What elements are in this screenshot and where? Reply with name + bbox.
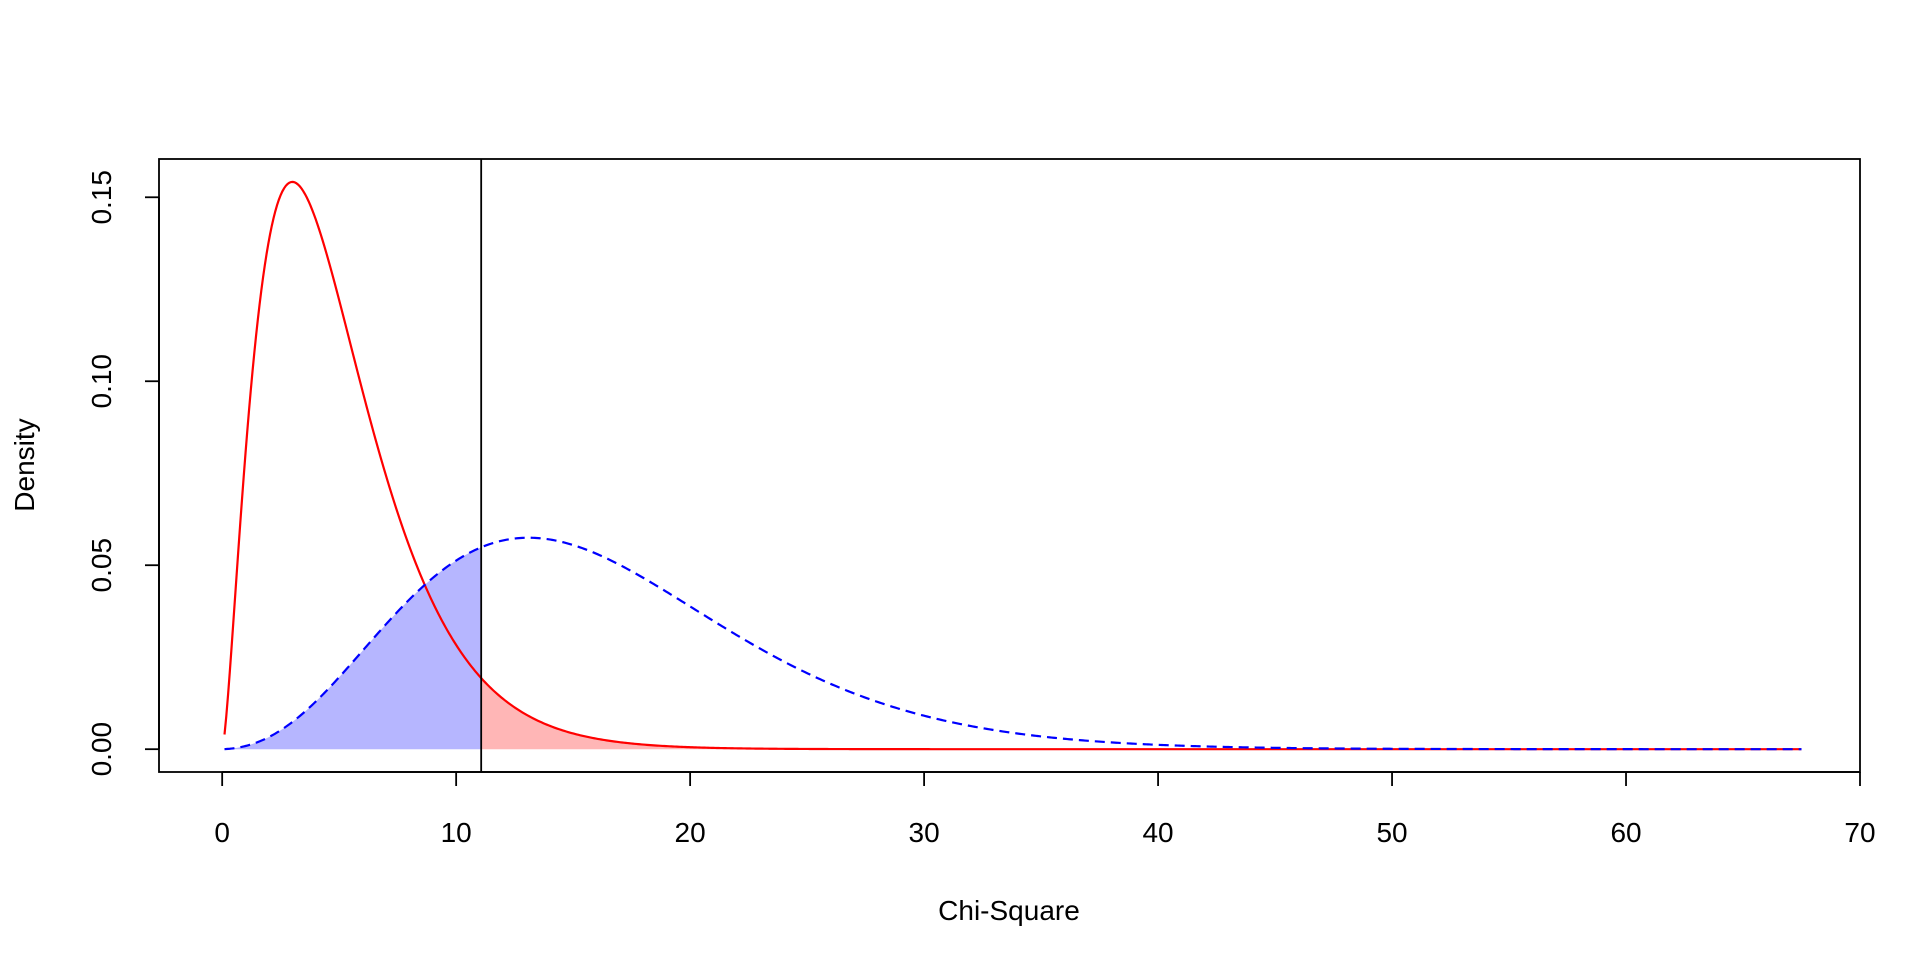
curve-layer [223, 180, 1802, 751]
y-axis-label: Density [9, 418, 40, 511]
x-tick-label: 0 [214, 817, 230, 848]
x-axis: 0 10 20 30 40 50 60 70 [214, 771, 1876, 848]
x-tick-label: 30 [909, 817, 940, 848]
density-curve-2 [224, 536, 1802, 751]
y-tick-label: 0.05 [86, 538, 117, 593]
shaded-area-2 [224, 547, 482, 750]
y-tick-label: 0.15 [86, 170, 117, 225]
x-tick-label: 70 [1844, 817, 1875, 848]
x-tick-label: 60 [1610, 817, 1641, 848]
x-tick-label: 10 [441, 817, 472, 848]
density-curve-1 [223, 180, 1802, 751]
x-tick-label: 40 [1142, 817, 1173, 848]
fill-layer [224, 547, 1802, 750]
shaded-area-1 [481, 678, 1802, 750]
x-tick-label: 20 [675, 817, 706, 848]
y-tick-label: 0.10 [86, 354, 117, 409]
y-axis: 0.00 0.05 0.10 0.15 [86, 170, 160, 777]
y-tick-label: 0.00 [86, 722, 117, 777]
x-tick-label: 50 [1376, 817, 1407, 848]
x-axis-label: Chi-Square [938, 895, 1080, 926]
